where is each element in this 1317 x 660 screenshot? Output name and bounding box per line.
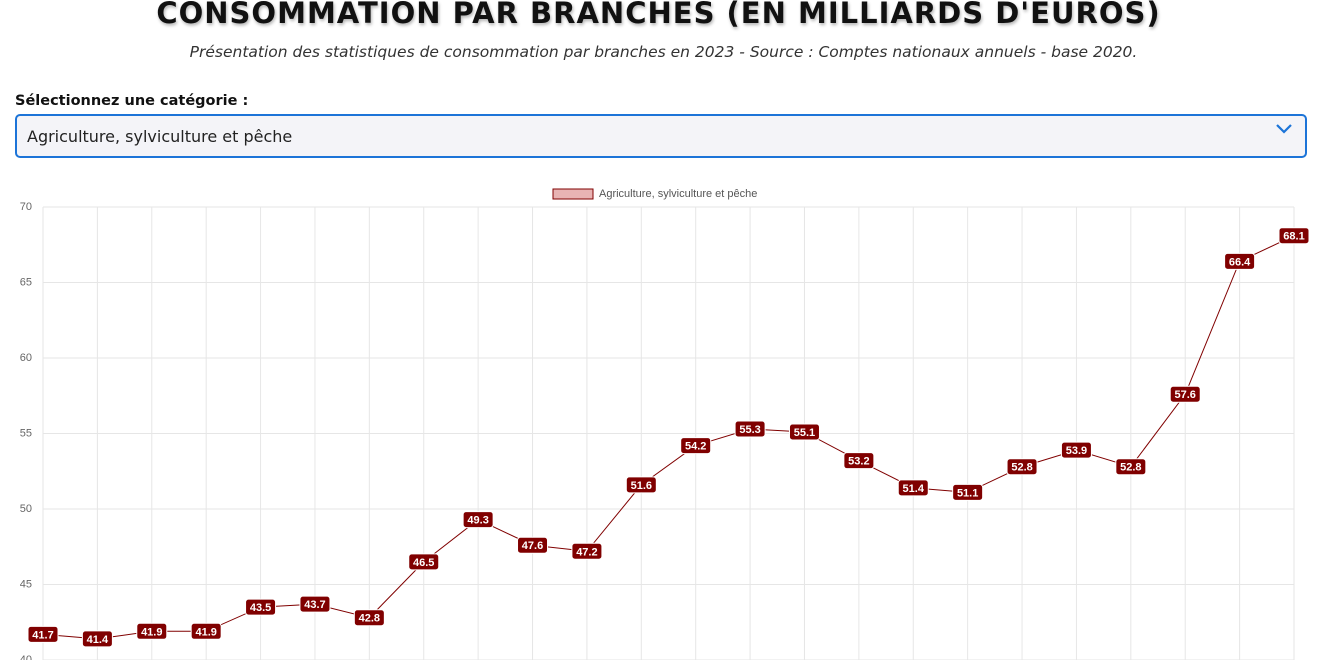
- value-label: 55.1: [794, 427, 815, 439]
- point-label-box: [1278, 227, 1310, 245]
- data-label: 53.9: [1060, 441, 1092, 459]
- value-label: 49.3: [467, 515, 488, 527]
- data-label: 43.5: [245, 598, 277, 616]
- point-label-box: [353, 609, 385, 627]
- data-label: 51.1: [952, 483, 984, 501]
- data-label: 68.1: [1278, 227, 1310, 245]
- data-label: 41.9: [190, 622, 222, 640]
- data-label: 57.6: [1169, 385, 1201, 403]
- value-label: 54.2: [685, 441, 706, 453]
- point-label-box: [81, 630, 113, 648]
- value-label: 51.1: [957, 487, 978, 499]
- data-label: 54.2: [680, 437, 712, 455]
- point-label-box: [625, 476, 657, 494]
- point-label-box: [190, 622, 222, 640]
- value-label: 43.7: [304, 599, 325, 611]
- select-value: Agriculture, sylviculture et pêche: [27, 127, 293, 146]
- category-select[interactable]: Agriculture, sylviculture et pêche: [15, 114, 1307, 158]
- value-label: 52.8: [1011, 462, 1032, 474]
- y-tick-label: 65: [20, 277, 32, 289]
- data-label: 51.4: [897, 479, 929, 497]
- point-label-box: [27, 625, 59, 643]
- y-tick-label: 60: [20, 352, 32, 364]
- point-label-box: [1006, 458, 1038, 476]
- value-label: 41.9: [195, 626, 216, 638]
- value-label: 43.5: [250, 602, 271, 614]
- chart: 40 45 50 55 60 65 70 Agriculture, sylviculture …: [20, 188, 1310, 660]
- data-label: 66.4: [1224, 252, 1256, 270]
- point-label-box: [1169, 385, 1201, 403]
- point-label-box: [734, 420, 766, 438]
- y-tick-label: 50: [20, 503, 32, 515]
- data-label: 47.6: [517, 536, 549, 554]
- point-label-box: [136, 622, 168, 640]
- value-label: 68.1: [1283, 231, 1304, 243]
- data-label: 47.2: [571, 542, 603, 560]
- data-label: 51.6: [625, 476, 657, 494]
- value-label: 51.4: [903, 483, 925, 495]
- point-label-box: [245, 598, 277, 616]
- legend-swatch: [552, 188, 594, 200]
- series-line: [42, 235, 1295, 640]
- value-label: 46.5: [413, 557, 434, 569]
- value-label: 51.6: [631, 480, 652, 492]
- point-label-box: [1115, 458, 1147, 476]
- point-label-box: [462, 511, 494, 529]
- value-label: 47.6: [522, 540, 543, 552]
- point-label-box: [1224, 252, 1256, 270]
- value-label: 53.2: [848, 456, 869, 468]
- page-subtitle: Présentation des statistiques de consomm…: [189, 43, 1138, 61]
- point-label-box: [952, 483, 984, 501]
- value-label: 52.8: [1120, 462, 1141, 474]
- legend-label: Agriculture, sylviculture et pêche: [599, 188, 757, 200]
- y-tick-label: 70: [20, 201, 32, 213]
- y-tick-label: 45: [20, 579, 32, 591]
- value-label: 41.4: [87, 634, 109, 646]
- value-label: 41.9: [141, 626, 162, 638]
- value-label: 47.2: [576, 546, 597, 558]
- point-label-box: [788, 423, 820, 441]
- data-label: 53.2: [843, 452, 875, 470]
- data-label: 52.8: [1006, 458, 1038, 476]
- point-label-box: [571, 542, 603, 560]
- data-label: 46.5: [408, 553, 440, 571]
- point-label-box: [517, 536, 549, 554]
- page-title: CONSOMMATION PAR BRANCHES (EN MILLIARDS …: [156, 0, 1161, 30]
- y-tick-label: 40: [20, 654, 32, 660]
- point-label-box: [299, 595, 331, 613]
- data-label: 41.4: [81, 630, 113, 648]
- point-label-box: [408, 553, 440, 571]
- data-label: 43.7: [299, 595, 331, 613]
- select-label: Sélectionnez une catégorie :: [15, 93, 249, 109]
- data-label: 55.1: [788, 423, 820, 441]
- value-label: 66.4: [1229, 256, 1251, 268]
- chevron-icon: [1276, 124, 1292, 134]
- value-label: 55.3: [739, 424, 760, 436]
- value-label: 42.8: [359, 613, 380, 625]
- data-label: 49.3: [462, 511, 494, 529]
- point-label-box: [1060, 441, 1092, 459]
- data-label: 41.7: [27, 625, 59, 643]
- value-label: 57.6: [1175, 389, 1196, 401]
- value-label: 53.9: [1066, 445, 1087, 457]
- y-tick-label: 55: [20, 428, 32, 440]
- point-label-box: [680, 437, 712, 455]
- data-label: 52.8: [1115, 458, 1147, 476]
- data-label: 41.9: [136, 622, 168, 640]
- data-label: 55.3: [734, 420, 766, 438]
- point-label-box: [897, 479, 929, 497]
- value-label: 41.7: [32, 629, 53, 641]
- point-label-box: [843, 452, 875, 470]
- data-label: 42.8: [353, 609, 385, 627]
